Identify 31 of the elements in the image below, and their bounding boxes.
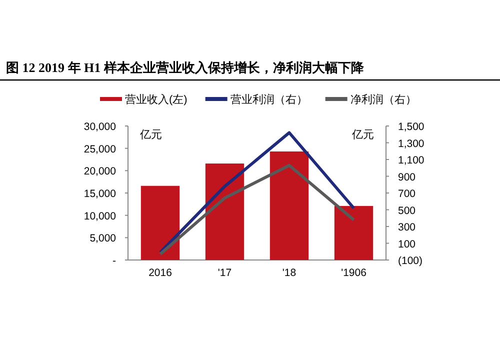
y-tick-label: 30,000 <box>84 121 116 133</box>
y2-tick-label: 100 <box>398 238 416 250</box>
bar <box>205 164 244 260</box>
y2-tick-label: 1,500 <box>398 121 424 133</box>
bar <box>140 186 180 260</box>
y2-tick-label: 300 <box>398 222 416 234</box>
x-tick-label: '18 <box>282 267 296 279</box>
y-tick-label: 20,000 <box>84 166 116 178</box>
chart-title: 图 12 2019 年 H1 样本企业营业收入保持增长，净利润大幅下降 <box>6 60 365 75</box>
legend-label: 营业利润（右） <box>230 93 308 106</box>
y-tick-label: - <box>112 255 116 267</box>
line-series <box>158 164 356 256</box>
y-tick-label: 25,000 <box>84 143 116 156</box>
y-axis-title: 亿元 <box>139 129 162 141</box>
y2-axis-title: 亿元 <box>351 129 374 141</box>
x-tick-label: '17 <box>218 267 232 279</box>
y2-tick-label: 1,100 <box>398 154 424 166</box>
legend-label: 净利润（右） <box>350 93 416 106</box>
y2-tick-label: 700 <box>398 188 416 200</box>
y2-tick-label: (100) <box>398 255 423 267</box>
y2-tick-label: 1,300 <box>398 138 424 150</box>
y-tick-label: 10,000 <box>84 210 116 222</box>
y-tick-label: 15,000 <box>84 188 116 200</box>
y2-tick-label: 500 <box>398 204 416 217</box>
bar <box>334 206 374 260</box>
legend-label: 营业收入(左) <box>125 93 188 106</box>
bar <box>270 151 309 260</box>
y2-tick-label: 900 <box>398 171 416 184</box>
x-tick-label: 2016 <box>148 267 172 279</box>
x-tick-label: '1906 <box>341 267 367 279</box>
y-tick-label: 5,000 <box>90 232 116 245</box>
